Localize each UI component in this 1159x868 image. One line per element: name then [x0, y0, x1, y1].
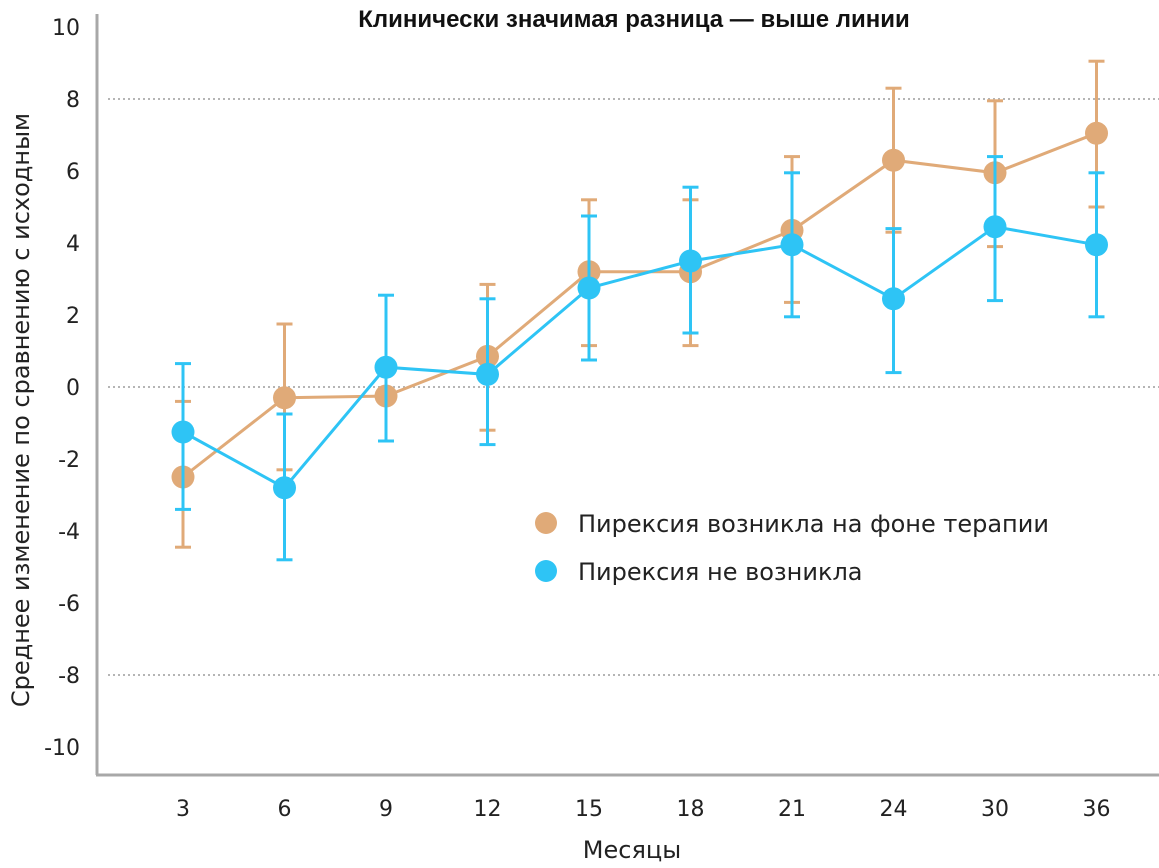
series-1	[171, 155, 1108, 562]
data-point	[273, 476, 296, 500]
data-point	[476, 362, 499, 386]
y-tick-label: 4	[66, 232, 80, 257]
y-axis-title: Среднее изменение по сравнению с исходны…	[7, 113, 35, 707]
series-line	[182, 131, 1098, 479]
series	[171, 59, 1108, 562]
reference-lines	[108, 98, 1159, 676]
x-tick-label: 15	[575, 797, 603, 822]
series-line	[182, 225, 1097, 490]
y-tick-label: 0	[66, 376, 80, 401]
y-tick-label: -10	[44, 736, 80, 761]
y-tick-label: 8	[66, 88, 80, 113]
data-point	[679, 249, 702, 273]
chart-title: Клинически значимая разница — выше линии	[358, 6, 909, 33]
x-tick-label: 6	[278, 797, 292, 822]
data-point	[983, 215, 1007, 239]
x-tick-label: 30	[981, 797, 1009, 822]
x-tick-label: 12	[474, 797, 502, 822]
data-point	[1085, 233, 1108, 257]
y-tick-label: -2	[58, 448, 80, 473]
legend: Пирексия возникла на фоне терапии Пирекс…	[535, 510, 1049, 586]
x-tick-label: 24	[880, 797, 908, 822]
y-tick-label: 6	[66, 160, 80, 185]
x-tick-label: 18	[677, 797, 705, 822]
x-axis-title: Месяцы	[583, 836, 681, 864]
y-tick-label: -6	[58, 592, 80, 617]
series-0	[171, 59, 1108, 549]
legend-label-no-pyrexia: Пирексия не возникла	[578, 558, 863, 586]
y-tick-label: 2	[66, 304, 80, 329]
data-point	[374, 355, 398, 379]
data-point	[1085, 121, 1108, 145]
y-tick-label: -8	[58, 664, 80, 689]
y-tick-label: -4	[58, 520, 80, 545]
data-point	[273, 386, 296, 410]
x-tick-label: 9	[379, 797, 393, 822]
data-point	[882, 287, 905, 311]
x-tick-label: 36	[1083, 797, 1111, 822]
legend-marker-no-pyrexia	[535, 560, 557, 582]
x-tick-label: 3	[176, 797, 190, 822]
data-point	[577, 276, 601, 300]
legend-label-pyrexia: Пирексия возникла на фоне терапии	[578, 510, 1049, 538]
data-point	[780, 233, 804, 257]
legend-marker-pyrexia	[535, 512, 557, 534]
x-tick-label: 21	[778, 797, 806, 822]
data-point	[882, 148, 905, 172]
x-tick-labels: 3 6 9 12 15 18 21 24 30 36	[176, 797, 1111, 822]
data-point	[171, 420, 195, 444]
y-tick-labels: 10 8 6 4 2 0 -2 -4 -6 -8 -10	[44, 16, 80, 761]
y-tick-label: 10	[52, 16, 80, 41]
